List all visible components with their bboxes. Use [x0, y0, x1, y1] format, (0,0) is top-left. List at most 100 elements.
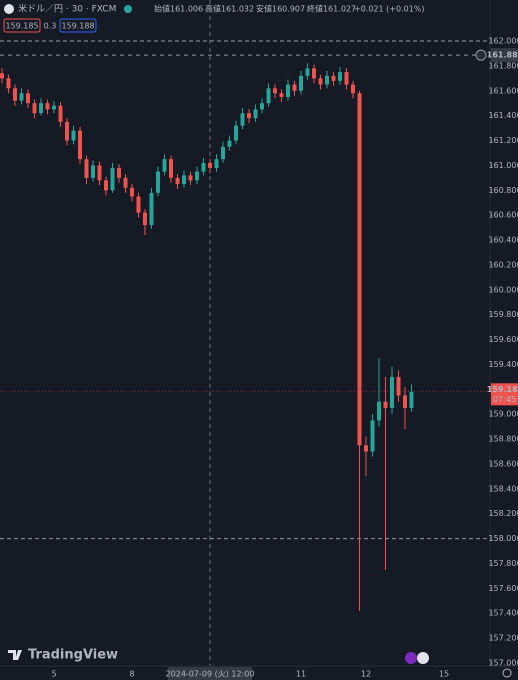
- crosshair-time-tag: [168, 667, 252, 680]
- candle-body: [182, 175, 186, 185]
- ohlc-value: 160.907: [272, 5, 305, 14]
- candle-body: [299, 75, 303, 91]
- candle-body: [370, 420, 375, 452]
- ohlc-label: 始値: [154, 4, 170, 14]
- candle-body: [6, 78, 11, 89]
- candle-body: [84, 159, 89, 178]
- candle-body: [13, 88, 17, 101]
- candle-body: [123, 177, 128, 188]
- candle-body: [279, 93, 284, 97]
- candle-body: [325, 75, 329, 85]
- y-tick-label: 160.200: [488, 260, 518, 269]
- settings-icon[interactable]: [502, 668, 512, 678]
- x-tick-label: 8: [129, 670, 134, 679]
- crosshair-price-tag: [491, 48, 518, 63]
- candle-body: [318, 78, 323, 85]
- buy-button[interactable]: [59, 18, 97, 33]
- y-tick-label: 157.800: [488, 559, 518, 568]
- flag-icon[interactable]: [417, 652, 429, 664]
- countdown: 07:45: [493, 395, 516, 404]
- candle-body: [78, 130, 82, 160]
- ohlc-value: 161.006: [170, 5, 203, 14]
- y-tick-label: 159.400: [488, 360, 518, 369]
- y-tick-label: 158.600: [488, 459, 518, 468]
- y-tick-label: 158.800: [488, 435, 518, 444]
- candle-body: [364, 445, 368, 452]
- candle-body: [110, 167, 115, 191]
- candle-body: [104, 180, 108, 191]
- candle-body: [396, 376, 401, 396]
- y-tick-label: 159.000: [488, 410, 518, 419]
- candle-body: [175, 177, 180, 185]
- candle-body: [240, 113, 245, 126]
- last-price-label: 159.184: [487, 385, 518, 394]
- candle-body: [331, 75, 336, 81]
- candle-body: [409, 391, 414, 408]
- candle-body: [91, 165, 95, 178]
- candle-body: [351, 84, 355, 94]
- ohlc-value: 161.032: [221, 5, 254, 14]
- y-tick-label: 161.400: [488, 111, 518, 120]
- candle-body: [221, 146, 225, 160]
- y-tick-label: 157.200: [488, 634, 518, 643]
- horizontal-line-tag: [491, 35, 518, 47]
- candle-body: [188, 175, 193, 181]
- candle-body: [156, 171, 160, 193]
- y-tick-label: 158.200: [488, 509, 518, 518]
- candle-body: [143, 212, 147, 226]
- candle-body: [136, 196, 141, 213]
- candle-body: [45, 103, 50, 110]
- ohlc-label: 終値: [307, 4, 323, 14]
- candle-body: [208, 162, 212, 168]
- y-tick-label: 158.400: [488, 484, 518, 493]
- candle-body: [162, 159, 167, 172]
- y-tick-label: 159.800: [488, 310, 518, 319]
- candle-body: [39, 103, 43, 114]
- x-tick-label: 12: [361, 670, 371, 679]
- add-alert-button: [475, 49, 487, 61]
- candle-body: [403, 395, 407, 408]
- candle-body: [32, 103, 37, 114]
- candle-body: [65, 121, 69, 141]
- sell-button[interactable]: [3, 18, 41, 33]
- candle-body: [26, 93, 30, 104]
- ohlc-label: 安値: [256, 4, 272, 14]
- candle-body: [58, 105, 63, 122]
- y-tick-label: 157.000: [488, 659, 518, 668]
- candle-body: [383, 401, 388, 408]
- candle-body: [260, 103, 264, 110]
- horizontal-line-label: 158.000: [488, 534, 518, 543]
- buy-price[interactable]: 159.188: [61, 22, 94, 31]
- horizontal-line-label: 162.000: [488, 37, 518, 46]
- candle-body: [52, 105, 56, 110]
- candle-body: [390, 376, 394, 408]
- candle-body: [344, 72, 349, 85]
- y-tick-label: 159.600: [488, 335, 518, 344]
- status-dot: [124, 5, 132, 13]
- brand-logo: [8, 650, 22, 660]
- candle-body: [266, 88, 271, 104]
- candle-body: [97, 165, 102, 181]
- brand-name: TradingView: [28, 648, 118, 663]
- last-price-tag: [491, 383, 518, 406]
- horizontal-line-tag: [491, 532, 518, 545]
- crosshair-price-label: 161.886: [487, 51, 518, 60]
- candle-body: [247, 113, 251, 119]
- x-tick-label: 15: [439, 670, 449, 679]
- symbol-title: 米ドル／円 · 30 · FXCM: [18, 3, 116, 15]
- y-tick-label: 161.200: [488, 136, 518, 145]
- change: +0.021 (+0.01%): [354, 5, 425, 14]
- event-icon[interactable]: [405, 652, 417, 664]
- y-tick-label: 160.800: [488, 186, 518, 195]
- candle-body: [227, 140, 232, 147]
- spread: 0.3: [44, 22, 57, 31]
- y-tick-label: 161.000: [488, 161, 518, 170]
- candle-body: [117, 167, 121, 178]
- sell-price[interactable]: 159.185: [5, 22, 38, 31]
- candle-body: [377, 401, 381, 421]
- candle-body: [286, 84, 290, 97]
- y-tick-label: 161.600: [488, 86, 518, 95]
- candle-body: [0, 73, 4, 79]
